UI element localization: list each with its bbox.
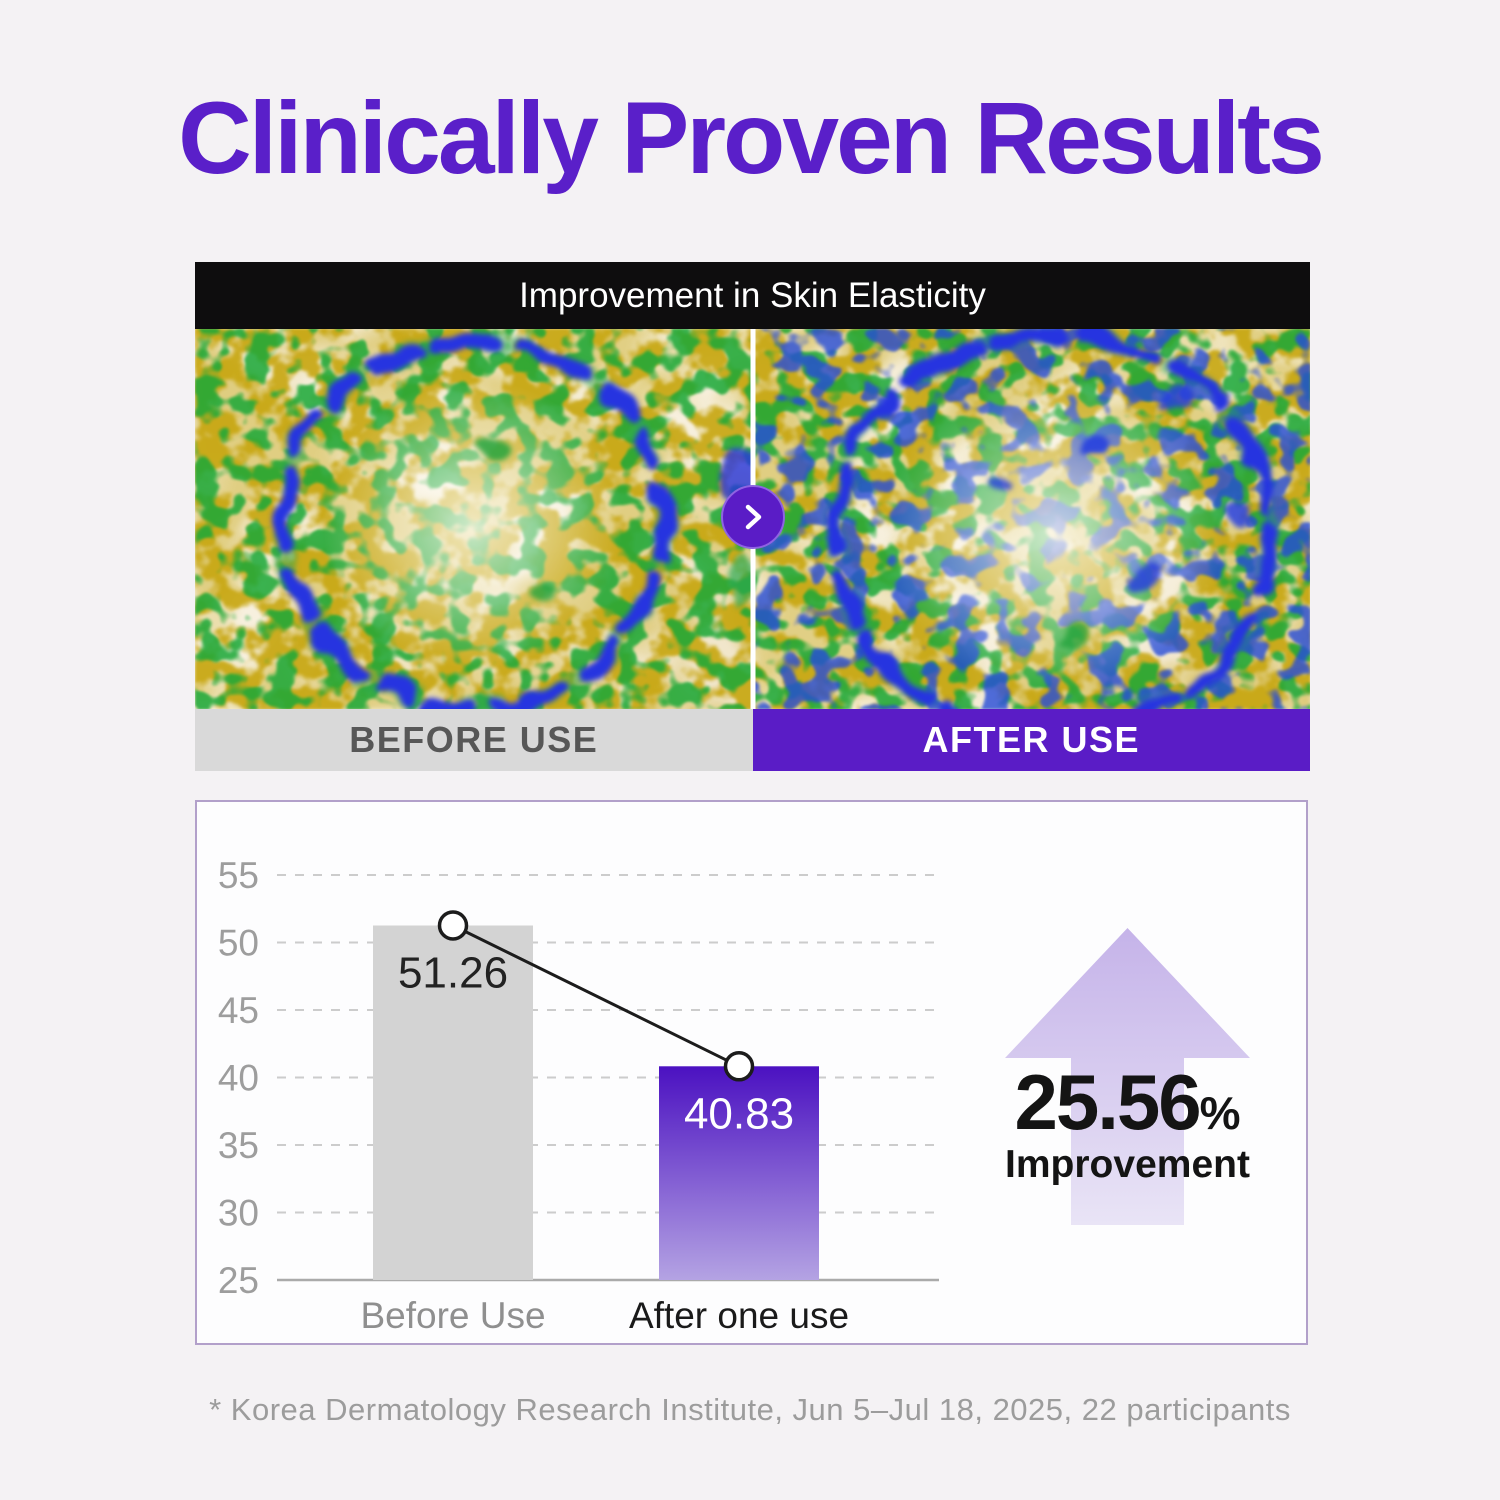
study-footnote: * Korea Dermatology Research Institute, … bbox=[209, 1392, 1291, 1427]
comparison-labels: BEFORE USE AFTER USE bbox=[195, 709, 1310, 771]
improvement-text: 25.56% Improvement bbox=[935, 1063, 1320, 1184]
improvement-value-row: 25.56% bbox=[935, 1063, 1320, 1141]
chevron-right-icon bbox=[745, 504, 761, 530]
svg-text:30: 30 bbox=[218, 1193, 259, 1234]
elasticity-chart-panel: 55 50 45 40 35 30 25 51.26 40.83 Before Use After … bbox=[195, 800, 1308, 1345]
comparison-images bbox=[195, 329, 1310, 709]
improvement-value: 25.56 bbox=[1014, 1058, 1201, 1146]
improvement-label: Improvement bbox=[1005, 1143, 1250, 1186]
svg-text:After one use: After one use bbox=[629, 1295, 849, 1336]
svg-text:Before Use: Before Use bbox=[360, 1295, 545, 1336]
next-arrow-button[interactable] bbox=[720, 485, 785, 549]
before-after-comparison: Improvement in Skin Elasticity bbox=[195, 262, 1310, 771]
svg-text:35: 35 bbox=[218, 1125, 259, 1166]
before-use-label: BEFORE USE bbox=[195, 709, 753, 771]
svg-text:51.26: 51.26 bbox=[398, 948, 508, 997]
after-use-label-text: AFTER USE bbox=[922, 719, 1140, 760]
bar-chart: 55 50 45 40 35 30 25 51.26 40.83 Before Use After … bbox=[218, 855, 939, 1336]
svg-text:40.83: 40.83 bbox=[684, 1089, 794, 1138]
svg-text:40: 40 bbox=[218, 1058, 259, 1099]
up-arrow-icon bbox=[1005, 928, 1250, 1225]
before-use-label-text: BEFORE USE bbox=[349, 719, 599, 760]
page-title: Clinically Proven Results bbox=[178, 81, 1325, 195]
svg-text:55: 55 bbox=[218, 855, 259, 896]
comparison-header: Improvement in Skin Elasticity bbox=[195, 262, 1310, 329]
after-use-label: AFTER USE bbox=[752, 709, 1310, 771]
svg-text:45: 45 bbox=[218, 990, 259, 1031]
comparison-header-label: Improvement in Skin Elasticity bbox=[519, 275, 986, 315]
svg-text:25: 25 bbox=[218, 1260, 259, 1301]
svg-text:50: 50 bbox=[218, 923, 259, 964]
after-skin-image bbox=[752, 329, 1310, 709]
improvement-percent-sign: % bbox=[1199, 1087, 1241, 1139]
improvement-callout: 25.56% Improvement bbox=[965, 915, 1290, 1230]
before-skin-image bbox=[195, 329, 753, 709]
